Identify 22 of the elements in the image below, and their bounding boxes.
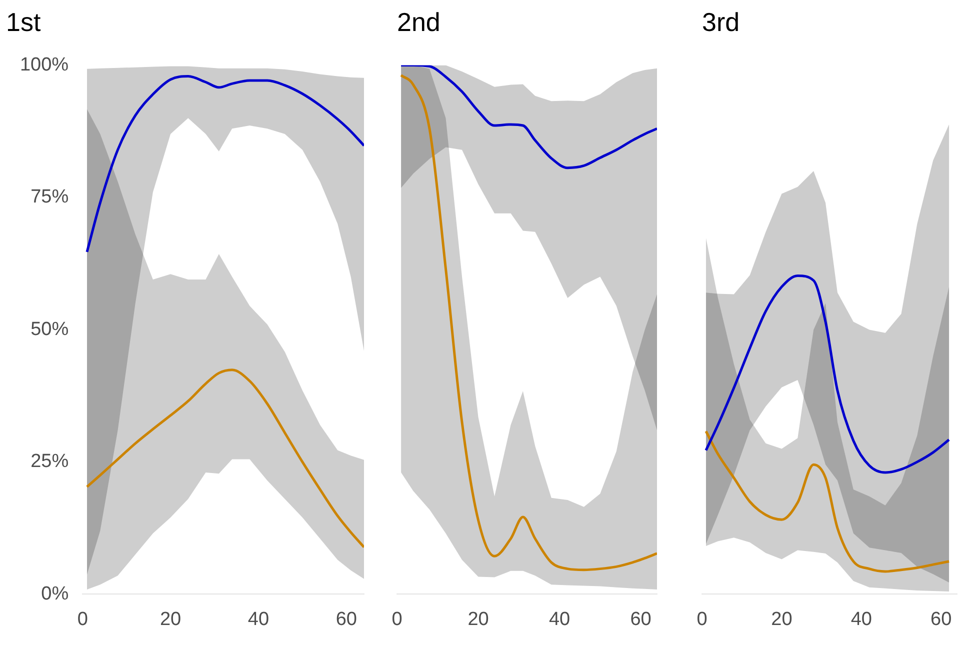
x-tick-label: 40 xyxy=(248,608,270,630)
x-tick-label: 0 xyxy=(696,608,708,630)
x-tick-label: 60 xyxy=(336,608,357,630)
x-tick-label: 40 xyxy=(548,608,570,630)
x-tick-label: 0 xyxy=(392,608,402,630)
x-tick-label: 20 xyxy=(771,608,792,630)
x-tick-label: 60 xyxy=(930,608,952,630)
line-series xyxy=(86,368,364,548)
x-tick-label: 0 xyxy=(77,608,88,630)
chart-title: 1st xyxy=(6,6,42,37)
x-tick-label: 60 xyxy=(630,608,652,630)
chart-title: 2nd xyxy=(397,6,440,37)
y-tick-label: 75% xyxy=(30,186,69,208)
line-series xyxy=(86,75,364,254)
x-tick-label: 40 xyxy=(850,608,872,630)
y-tick-label: 50% xyxy=(30,318,69,340)
x-tick-label: 20 xyxy=(468,608,489,630)
x-tick-label: 20 xyxy=(160,608,182,630)
y-tick-label: 0% xyxy=(41,583,69,604)
y-tick-label: 100% xyxy=(20,54,69,76)
chart-title: 3rd xyxy=(702,6,740,37)
y-tick-label: 25% xyxy=(30,451,69,472)
